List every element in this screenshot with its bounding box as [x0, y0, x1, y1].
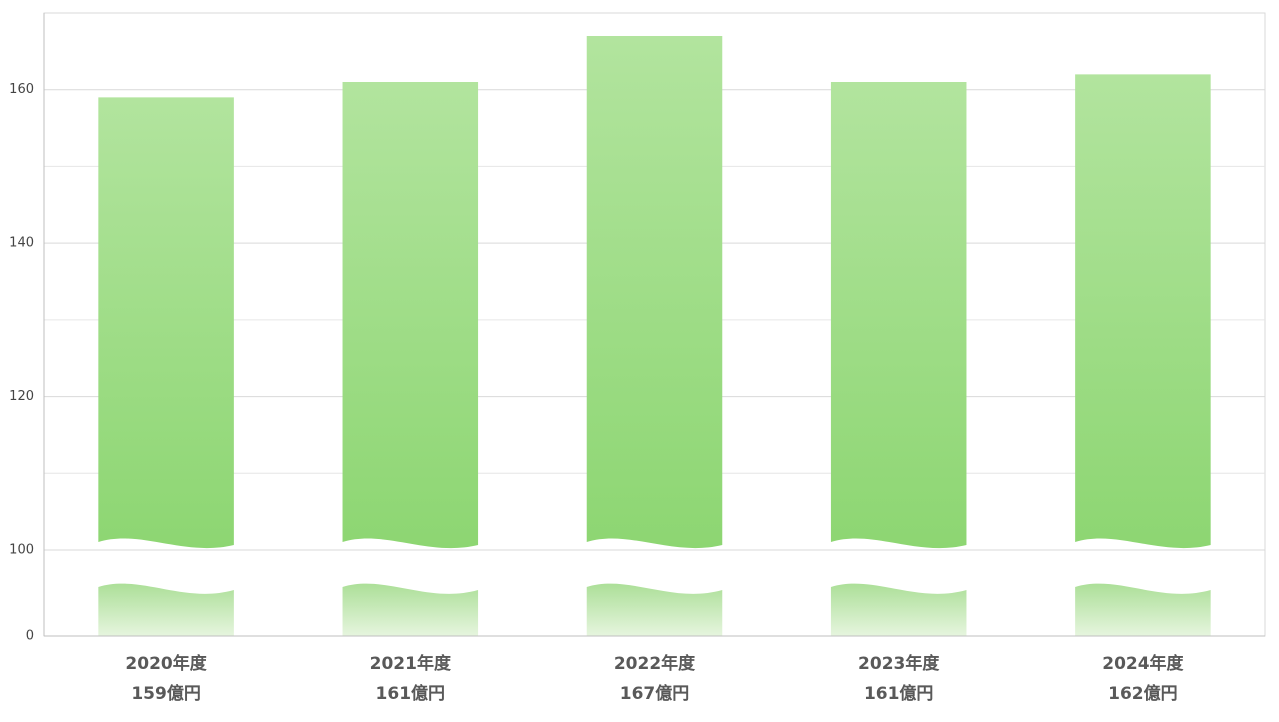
- bar-upper: [1075, 74, 1211, 549]
- bar-lower: [342, 583, 479, 636]
- bar-lower: [586, 583, 723, 636]
- x-tick-label: 2020年度: [125, 653, 207, 674]
- y-tick-label: 100: [9, 543, 34, 558]
- value-label: 161億円: [376, 683, 446, 704]
- bar-upper: [830, 82, 967, 549]
- bar: [1075, 74, 1211, 636]
- value-label: 162億円: [1108, 683, 1178, 704]
- x-tick-label: 2024年度: [1102, 653, 1184, 674]
- bars: [98, 36, 1211, 636]
- value-label: 161億円: [864, 683, 934, 704]
- y-tick-label: 0: [26, 629, 34, 644]
- labels: 0 100 120 140 160 2020年度 159億円 2021年度 161億円 2022年…: [9, 13, 1265, 704]
- y-tick-label: 120: [9, 389, 34, 404]
- value-label: 167億円: [620, 683, 690, 704]
- bar-upper: [98, 97, 234, 549]
- bar-upper: [586, 36, 723, 549]
- x-tick-label: 2022年度: [614, 653, 696, 674]
- x-tick-label: 2021年度: [370, 653, 452, 674]
- bar-lower: [830, 583, 967, 636]
- value-label: 159億円: [131, 683, 201, 704]
- bar-lower: [98, 583, 234, 636]
- y-tick-label: 160: [9, 82, 34, 97]
- bar: [830, 82, 967, 636]
- bar: [98, 97, 234, 636]
- bar: [342, 82, 479, 636]
- bar-lower: [1075, 583, 1211, 636]
- bar: [586, 36, 723, 636]
- y-tick-label: 140: [9, 236, 34, 251]
- x-tick-label: 2023年度: [858, 653, 940, 674]
- bar-upper: [342, 82, 479, 549]
